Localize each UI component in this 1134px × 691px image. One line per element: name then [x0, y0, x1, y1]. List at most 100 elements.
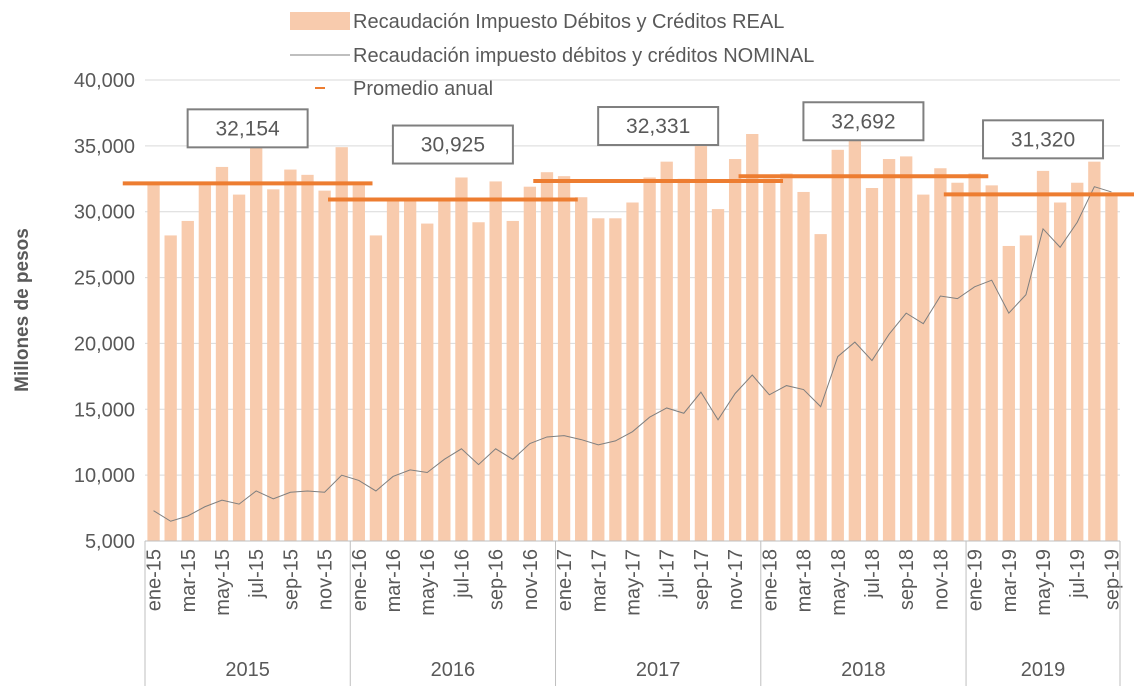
legend-swatch: [290, 12, 350, 30]
bar: [592, 218, 605, 542]
bar: [985, 185, 998, 541]
bar: [900, 156, 913, 541]
x-tick-label: mar-16: [383, 549, 405, 612]
bar: [318, 190, 331, 541]
x-tick-label: nov-17: [725, 549, 747, 610]
y-tick-label: 30,000: [74, 202, 135, 224]
x-tick-label: may-16: [417, 549, 439, 616]
bar: [301, 174, 314, 541]
bar: [609, 218, 622, 542]
x-tick-label: may-15: [212, 549, 234, 616]
legend-label: Promedio anual: [353, 78, 493, 100]
x-tick-label: jul-16: [451, 549, 473, 599]
bar: [711, 209, 725, 541]
x-tick-label: nov-15: [315, 549, 337, 610]
bar: [643, 177, 656, 541]
x-tick-label: jul-19: [1067, 549, 1089, 599]
bar: [575, 197, 588, 541]
bar: [728, 159, 742, 541]
year-label: 2017: [636, 659, 681, 681]
bar: [1088, 161, 1101, 542]
x-tick-label: sep-19: [1101, 549, 1123, 610]
bar: [934, 168, 947, 541]
average-label-box: [982, 119, 1105, 160]
x-tick-label: jul-15: [246, 549, 268, 599]
bar: [472, 222, 485, 541]
bar: [250, 145, 263, 541]
legend-label: Recaudación impuesto débitos y créditos …: [353, 45, 814, 67]
bar: [506, 220, 519, 542]
bar: [232, 194, 246, 541]
y-tick-label: 10,000: [74, 465, 135, 487]
bar: [215, 166, 229, 541]
y-tick-label: 15,000: [74, 399, 135, 421]
bar: [882, 159, 896, 541]
bar: [1071, 182, 1084, 542]
average-label: 32,154: [216, 117, 281, 140]
bar: [181, 220, 194, 542]
y-tick-label: 35,000: [74, 136, 135, 158]
legend-label: Recaudación Impuesto Débitos y Créditos …: [353, 11, 784, 33]
bar: [369, 235, 383, 541]
legend: Recaudación Impuesto Débitos y Créditos …: [290, 11, 814, 100]
x-tick-label: mar-17: [588, 549, 610, 612]
x-tick-label: ene-15: [144, 549, 166, 611]
x-tick-label: ene-19: [965, 549, 987, 611]
average-label-box: [597, 106, 720, 147]
bar: [198, 185, 212, 541]
bar: [1105, 193, 1118, 541]
bar: [677, 178, 690, 542]
bar: [917, 194, 930, 541]
x-tick-label: mar-19: [999, 549, 1021, 612]
average-label-box: [186, 108, 309, 149]
average-label: 30,925: [421, 134, 485, 157]
bar: [780, 173, 793, 541]
bar: [403, 199, 417, 542]
x-tick-label: jul-17: [657, 549, 679, 599]
y-tick-label: 20,000: [74, 333, 135, 355]
bar: [335, 147, 348, 541]
y-tick-label: 5,000: [85, 531, 135, 553]
bar: [848, 139, 862, 541]
x-tick-label: ene-18: [759, 549, 781, 611]
x-tick-label: sep-18: [896, 549, 918, 610]
bar: [164, 235, 177, 541]
x-tick-label: sep-16: [486, 549, 508, 610]
x-tick-label: jul-18: [862, 549, 884, 599]
bar: [746, 134, 759, 541]
bar: [968, 173, 981, 541]
x-tick-label: may-17: [623, 549, 645, 616]
bar: [694, 145, 708, 541]
bar: [557, 176, 571, 541]
average-label: 31,320: [1011, 128, 1075, 151]
bar: [626, 202, 639, 541]
x-tick-label: may-18: [828, 549, 850, 616]
bar: [797, 191, 810, 541]
bar: [540, 172, 554, 541]
x-tick-label: sep-15: [280, 549, 302, 610]
bar: [865, 188, 879, 541]
bar: [814, 234, 827, 541]
average-label-box: [391, 124, 514, 165]
bar: [1019, 235, 1033, 541]
bar: [147, 184, 160, 541]
bar: [951, 182, 964, 542]
bar: [763, 178, 776, 542]
bar: [1036, 170, 1050, 541]
bar: [284, 169, 297, 541]
y-tick-label: 25,000: [74, 268, 135, 290]
bar: [352, 185, 365, 541]
year-label: 2018: [841, 659, 886, 681]
bar: [523, 186, 537, 541]
bar: [386, 198, 400, 542]
bar: [455, 177, 468, 541]
year-label: 2015: [225, 659, 270, 681]
bar: [1002, 245, 1015, 541]
bar: [421, 223, 434, 541]
bar: [660, 161, 673, 542]
average-label: 32,331: [626, 115, 690, 138]
average-label-box: [802, 101, 925, 142]
x-tick-label: sep-17: [691, 549, 713, 610]
x-tick-label: may-19: [1033, 549, 1055, 616]
